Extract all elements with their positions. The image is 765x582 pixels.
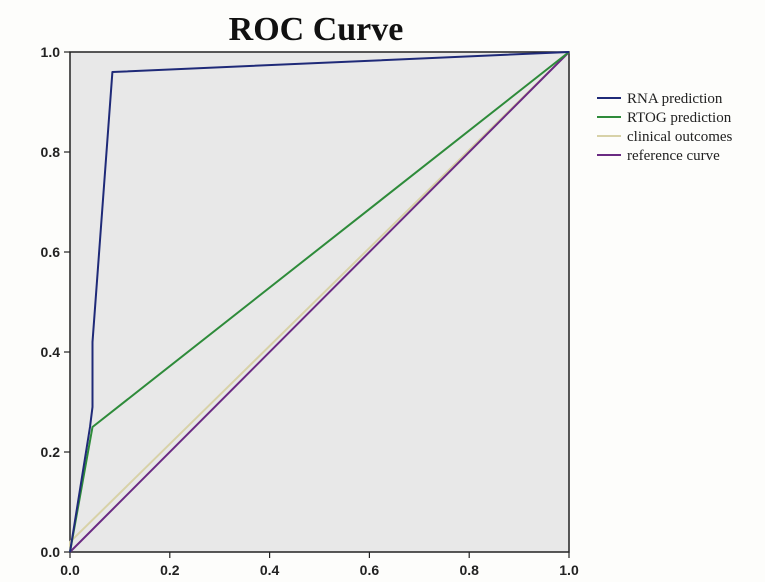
y-tick-label: 1.0: [41, 44, 61, 60]
legend-label: reference curve: [627, 148, 720, 164]
x-tick-label: 0.2: [160, 562, 180, 578]
y-tick-label: 0.6: [41, 244, 61, 260]
x-tick-label: 0.0: [60, 562, 80, 578]
series-layer: [69, 51, 570, 553]
x-tick-label: 1.0: [559, 562, 579, 578]
series-line-reference-curve: [69, 51, 570, 553]
legend-label: clinical outcomes: [627, 129, 733, 145]
legend: RNA prediction RTOG prediction clinical ou…: [597, 91, 733, 164]
series-line-rna-prediction: [69, 51, 570, 553]
y-tick-label: 0.0: [41, 544, 61, 560]
chart-title: ROC Curve: [229, 11, 404, 48]
x-tick-label: 0.4: [260, 562, 280, 578]
x-tick-label: 0.6: [360, 562, 380, 578]
y-tick-label: 0.2: [41, 444, 61, 460]
y-tick-label: 0.8: [41, 144, 61, 160]
axis-ticks: 0.0 0.2 0.4 0.6 0.8 1.0 0.0 0.2 0.4 0.6 0.8 1.0: [41, 44, 579, 578]
legend-label: RTOG prediction: [627, 110, 732, 126]
legend-label: RNA prediction: [627, 91, 723, 107]
y-tick-label: 0.4: [41, 344, 61, 360]
x-tick-label: 0.8: [459, 562, 479, 578]
